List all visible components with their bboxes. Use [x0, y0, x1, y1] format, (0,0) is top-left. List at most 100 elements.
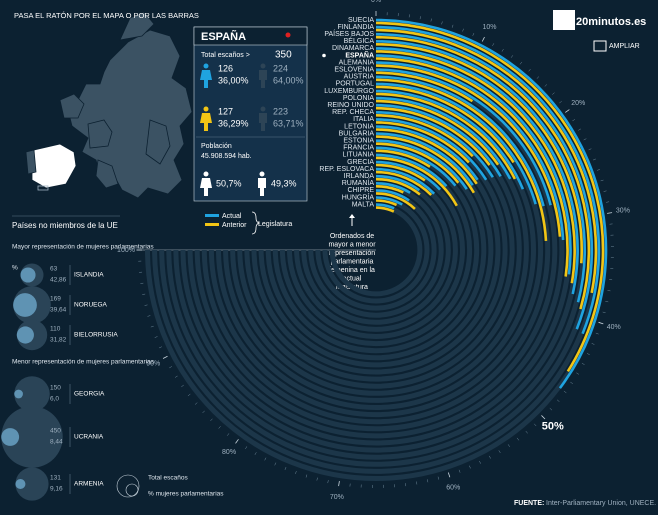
map-region[interactable]	[145, 119, 171, 165]
bar[interactable]	[375, 32, 594, 330]
bar[interactable]	[375, 135, 476, 194]
bar[interactable]	[375, 121, 470, 164]
bar[interactable]	[375, 40, 586, 303]
bar[interactable]	[375, 57, 569, 277]
country-label[interactable]: ESPAÑA	[345, 50, 374, 59]
map-region[interactable]	[87, 119, 113, 149]
bar[interactable]	[375, 163, 426, 182]
bar[interactable]	[375, 142, 460, 184]
bar[interactable]	[375, 96, 512, 180]
country-label[interactable]: REINO UNIDO	[327, 102, 374, 109]
bar[interactable]	[375, 78, 548, 241]
country-label[interactable]: REP. CHECA	[332, 109, 374, 116]
map-region[interactable]	[95, 159, 119, 189]
bar[interactable]	[375, 111, 494, 178]
bar[interactable]	[375, 89, 525, 190]
bar[interactable]	[375, 182, 411, 194]
bar[interactable]	[375, 68, 552, 206]
minor-tick	[501, 48, 504, 52]
country-label[interactable]: LETONIA	[344, 123, 374, 130]
bar[interactable]	[375, 103, 502, 177]
bar[interactable]	[375, 189, 410, 202]
country-label[interactable]: IRLANDA	[344, 173, 375, 180]
bar[interactable]	[375, 75, 545, 207]
bar[interactable]	[375, 153, 448, 187]
country-label[interactable]: ESTONIA	[343, 138, 374, 145]
bar[interactable]	[375, 203, 395, 210]
bar[interactable]	[375, 18, 608, 389]
bar[interactable]	[375, 149, 431, 168]
country-label[interactable]: BULGARIA	[339, 130, 375, 137]
country-label[interactable]: ALEMANIA	[339, 59, 375, 66]
bar[interactable]	[375, 196, 403, 206]
bar[interactable]	[375, 128, 478, 185]
country-label[interactable]: DINAMARCA	[332, 45, 374, 52]
bar[interactable]	[375, 25, 601, 335]
country-label[interactable]: MALTA	[352, 201, 375, 208]
country-label[interactable]: LITUANIA	[342, 152, 374, 159]
zoom-icon[interactable]	[593, 40, 607, 52]
country-label[interactable]: HUNGRÍA	[342, 192, 375, 201]
pct-circle	[15, 478, 26, 490]
value: 63,71%	[273, 118, 304, 128]
bar[interactable]	[375, 85, 515, 164]
country-label[interactable]: PAÍSES BAJOS	[324, 29, 374, 38]
country-label[interactable]: ITALIA	[353, 116, 374, 123]
minor-tick	[578, 128, 581, 131]
europe-map[interactable]	[25, 11, 193, 199]
minor-tick	[144, 304, 148, 306]
bar[interactable]	[375, 71, 474, 103]
bar[interactable]	[375, 82, 537, 205]
bar[interactable]	[375, 64, 562, 237]
bar[interactable]	[375, 21, 605, 373]
bar[interactable]	[375, 199, 398, 207]
country-label[interactable]: BÉLGICA	[344, 36, 375, 45]
bar[interactable]	[375, 35, 591, 310]
bar[interactable]	[375, 50, 576, 284]
bar[interactable]	[375, 125, 479, 181]
pct-label: 39,64	[50, 307, 67, 314]
bar[interactable]	[375, 99, 500, 166]
bar[interactable]	[375, 156, 458, 207]
bar[interactable]	[375, 114, 474, 158]
bar[interactable]	[375, 92, 517, 180]
bar[interactable]	[375, 54, 572, 275]
bar[interactable]	[375, 43, 583, 264]
country-label[interactable]: FINLANDIA	[337, 24, 374, 31]
bar[interactable]	[375, 206, 395, 213]
minor-tick	[254, 452, 257, 455]
bar[interactable]	[375, 106, 491, 166]
bar[interactable]	[375, 139, 468, 190]
bar[interactable]	[375, 185, 404, 194]
minor-tick	[202, 410, 205, 414]
country-label[interactable]: POLONIA	[343, 95, 374, 102]
bar[interactable]	[375, 118, 488, 181]
bar[interactable]	[375, 146, 457, 187]
country-label[interactable]: FRANCIA	[343, 145, 374, 152]
map-region[interactable]	[119, 11, 155, 41]
bar[interactable]	[375, 174, 421, 192]
map-region[interactable]	[59, 93, 85, 119]
bar[interactable]	[375, 132, 474, 186]
bar[interactable]	[375, 160, 441, 191]
country-label[interactable]: GRECIA	[347, 159, 374, 166]
tick-mark	[447, 472, 451, 478]
country-label[interactable]: RUMANÍA	[342, 178, 375, 187]
tick-label: 60%	[446, 485, 460, 492]
country-label[interactable]: ESLOVENIA	[334, 67, 374, 74]
country-label[interactable]: CHIPRE	[348, 187, 375, 194]
country-label[interactable]: AUSTRIA	[344, 74, 375, 81]
bar[interactable]	[375, 28, 598, 294]
bar[interactable]	[375, 170, 433, 196]
bar[interactable]	[375, 192, 416, 210]
bar[interactable]	[375, 177, 421, 196]
bar[interactable]	[375, 61, 565, 241]
country-label[interactable]: REP. ESLOVACA	[319, 166, 374, 173]
zoom-button[interactable]: AMPLIAR	[609, 43, 640, 50]
bar[interactable]	[375, 167, 436, 195]
country-label[interactable]: LUXEMBURGO	[324, 88, 374, 95]
country-label[interactable]: PORTUGAL	[336, 81, 374, 88]
bar[interactable]	[375, 47, 579, 295]
country-label[interactable]: SUECIA	[348, 17, 374, 24]
map-region[interactable]	[25, 149, 37, 175]
